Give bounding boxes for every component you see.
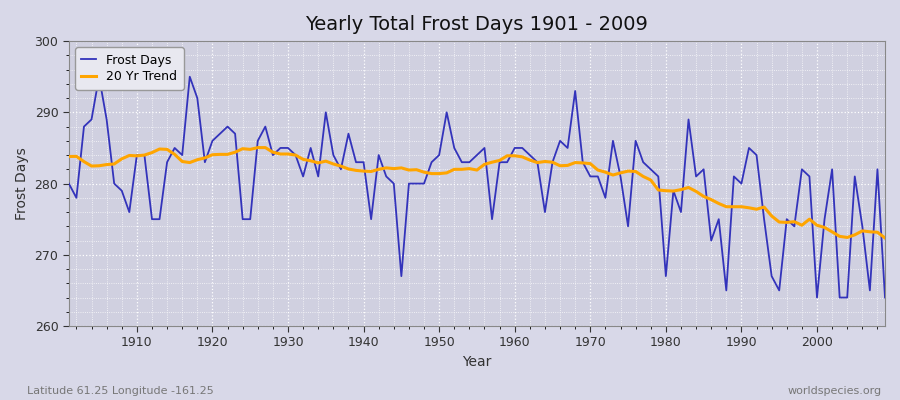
Frost Days — [298, 174, 309, 179]
20 Yr Trend — [879, 236, 890, 240]
Line: 20 Yr Trend: 20 Yr Trend — [68, 148, 885, 238]
Frost Days — [131, 153, 142, 158]
20 Yr Trend — [63, 154, 74, 159]
20 Yr Trend — [124, 153, 135, 158]
Text: worldspecies.org: worldspecies.org — [788, 386, 882, 396]
Text: Latitude 61.25 Longitude -161.25: Latitude 61.25 Longitude -161.25 — [27, 386, 214, 396]
X-axis label: Year: Year — [463, 355, 491, 369]
20 Yr Trend — [252, 145, 263, 150]
Frost Days — [812, 295, 823, 300]
Frost Days — [608, 138, 618, 143]
Frost Days — [517, 146, 527, 150]
Y-axis label: Frost Days: Frost Days — [15, 147, 29, 220]
20 Yr Trend — [517, 154, 527, 159]
Title: Yearly Total Frost Days 1901 - 2009: Yearly Total Frost Days 1901 - 2009 — [305, 15, 648, 34]
Frost Days — [879, 295, 890, 300]
Legend: Frost Days, 20 Yr Trend: Frost Days, 20 Yr Trend — [75, 47, 184, 90]
Line: Frost Days: Frost Days — [68, 77, 885, 298]
Frost Days — [343, 131, 354, 136]
Frost Days — [509, 146, 520, 150]
20 Yr Trend — [343, 166, 354, 171]
20 Yr Trend — [298, 157, 309, 162]
Frost Days — [63, 181, 74, 186]
20 Yr Trend — [509, 153, 520, 158]
20 Yr Trend — [608, 173, 618, 178]
Frost Days — [94, 74, 104, 79]
